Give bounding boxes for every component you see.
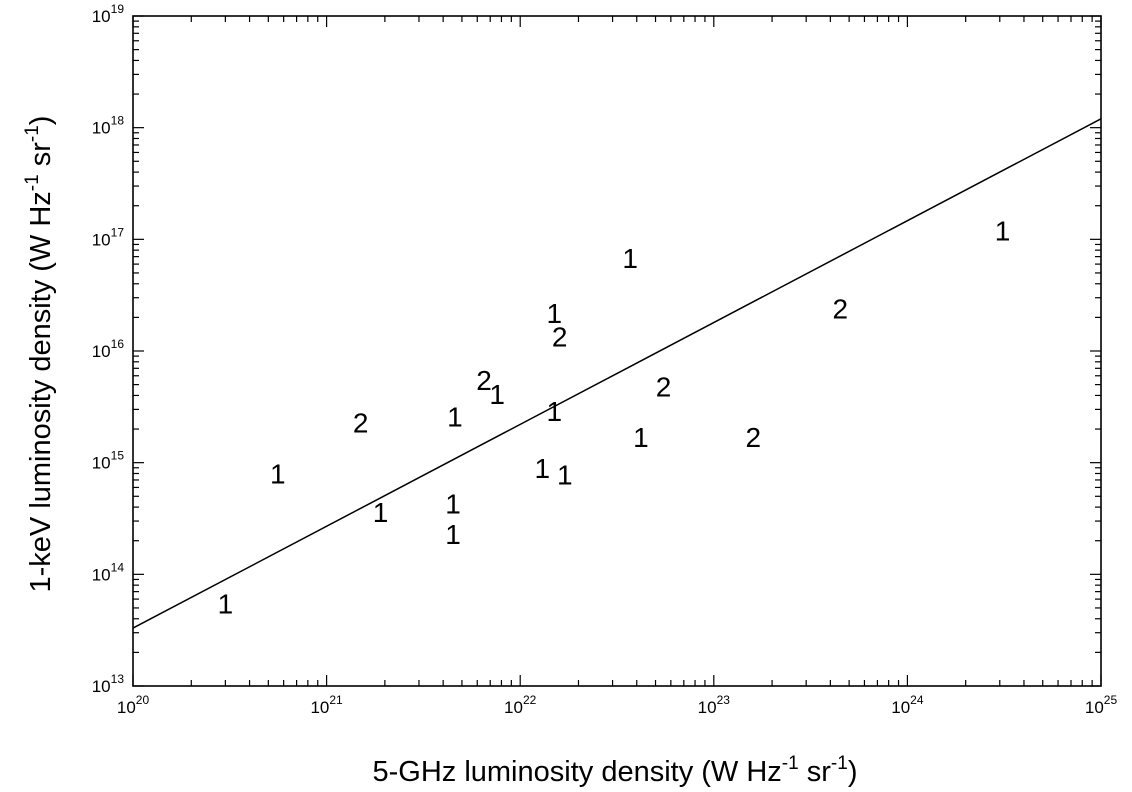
axis-ticks [132,15,1102,687]
data-point: 2 [832,294,848,325]
y-tick-label: 1018 [92,114,125,138]
y-tick-exponent: 14 [111,560,125,574]
x-tick-exponent: 20 [136,693,150,707]
x-axis-title: 5-GHz luminosity density (W Hz-1 sr-1) [372,753,857,788]
data-point: 2 [476,365,492,396]
x-tick-base: 10 [504,698,523,717]
data-point: 1 [218,588,234,619]
y-tick-base: 10 [92,230,111,249]
y-tick-label: 1014 [92,560,125,584]
x-axis-title-sup: -1 [782,753,799,774]
data-point: 1 [447,401,463,432]
x-tick-label: 1025 [1085,693,1118,717]
y-axis-title-sup: -1 [22,125,43,142]
y-tick-label: 1015 [92,449,125,473]
data-point: 2 [746,422,762,453]
y-axis-title-sup: -1 [22,174,43,191]
y-axis-title-part: ) [25,116,57,126]
tick-labels: 1020 1021 1022 1023 1024 10251013101410151016… [92,2,1118,717]
data-point: 1 [547,396,563,427]
y-tick-exponent: 13 [111,672,125,686]
y-tick-exponent: 18 [111,114,125,128]
data-point: 1 [995,215,1011,246]
plot-frame [132,15,1102,687]
y-axis-title: 1-keV luminosity density (W Hz-1 sr-1) [22,116,57,593]
y-tick-exponent: 15 [111,449,125,463]
x-axis-title-part: sr [799,756,832,788]
x-tick-base: 10 [891,698,910,717]
y-tick-exponent: 16 [111,337,125,351]
x-tick-exponent: 22 [523,693,537,707]
y-tick-label: 1013 [92,672,125,696]
x-tick-exponent: 23 [717,693,731,707]
y-tick-exponent: 19 [111,2,125,16]
x-tick-label: 1023 [698,693,731,717]
data-point: 1 [373,497,389,528]
y-tick-base: 10 [92,454,111,473]
y-tick-base: 10 [92,565,111,584]
y-tick-label: 1017 [92,225,125,249]
y-tick-base: 10 [92,7,111,26]
data-point: 1 [489,379,505,410]
fit-line [132,118,1102,629]
data-point: 1 [622,243,638,274]
data-point: 1 [445,489,461,520]
x-tick-label: 1021 [310,693,343,717]
data-point: 1 [633,422,649,453]
y-tick-exponent: 17 [111,225,125,239]
x-tick-exponent: 24 [910,693,924,707]
y-tick-base: 10 [92,677,111,696]
data-point: 2 [353,407,369,438]
y-tick-base: 10 [92,342,111,361]
data-point: 1 [547,298,563,329]
data-point: 1 [557,460,573,491]
x-axis-title-part: 5-GHz luminosity density (W Hz [372,756,781,788]
x-tick-label: 1022 [504,693,537,717]
x-tick-label: 1020 [117,693,150,717]
x-tick-exponent: 25 [1104,693,1118,707]
data-point: 1 [270,458,286,489]
data-point: 1 [445,519,461,550]
data-point: 1 [534,453,550,484]
x-tick-base: 10 [698,698,717,717]
x-tick-label: 1024 [891,693,924,717]
y-axis-title-part: 1-keV luminosity density (W Hz [25,191,57,592]
x-tick-base: 10 [1085,698,1104,717]
x-axis-title-part: ) [848,756,858,788]
y-tick-base: 10 [92,119,111,138]
x-tick-base: 10 [117,698,136,717]
x-tick-base: 10 [310,698,329,717]
x-tick-exponent: 21 [329,693,343,707]
data-point: 2 [552,321,568,352]
y-axis-title-part: sr [25,142,57,175]
y-tick-label: 1019 [92,2,125,26]
y-tick-label: 1016 [92,337,125,361]
data-point: 2 [656,372,672,403]
x-axis-title-sup: -1 [831,753,848,774]
